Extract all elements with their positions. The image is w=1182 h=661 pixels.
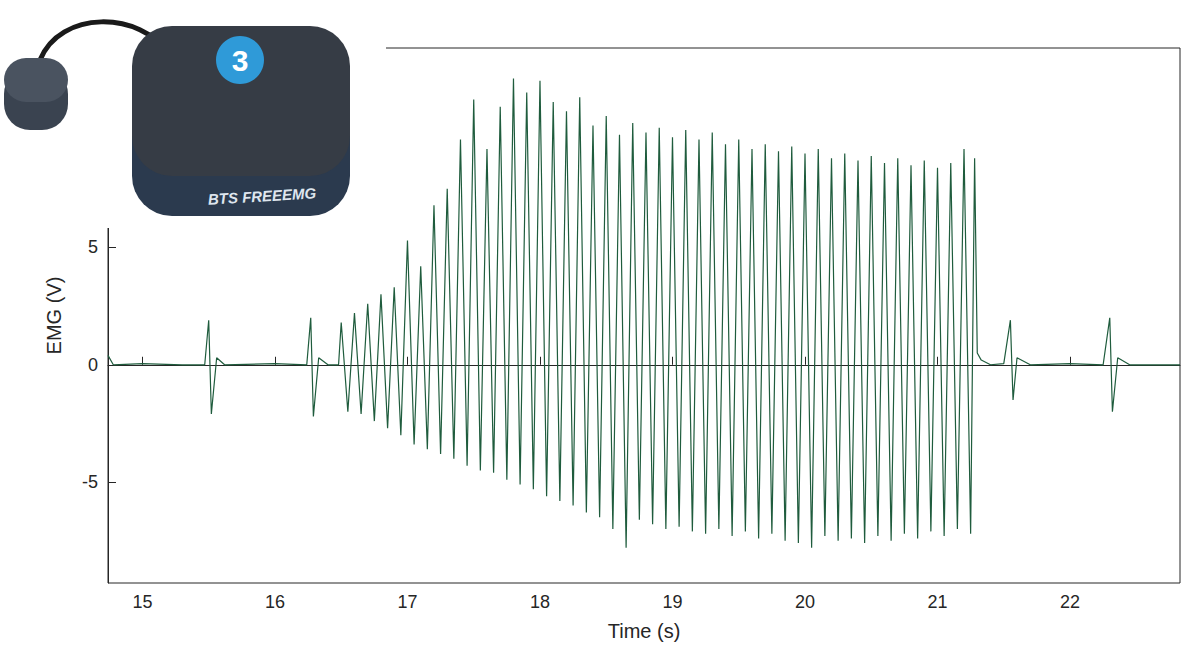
svg-text:-5: -5	[82, 472, 98, 492]
svg-text:3: 3	[232, 44, 249, 77]
svg-text:5: 5	[88, 237, 98, 257]
svg-text:21: 21	[927, 592, 947, 612]
svg-text:17: 17	[397, 592, 417, 612]
svg-text:0: 0	[88, 355, 98, 375]
svg-text:20: 20	[795, 592, 815, 612]
svg-text:15: 15	[132, 592, 152, 612]
svg-text:EMG (V): EMG (V)	[43, 277, 65, 355]
svg-text:16: 16	[265, 592, 285, 612]
svg-text:22: 22	[1060, 592, 1080, 612]
svg-text:BTS FREEEMG: BTS FREEEMG	[207, 184, 316, 207]
svg-text:18: 18	[530, 592, 550, 612]
svg-text:19: 19	[662, 592, 682, 612]
svg-text:Time (s): Time (s)	[608, 620, 681, 642]
